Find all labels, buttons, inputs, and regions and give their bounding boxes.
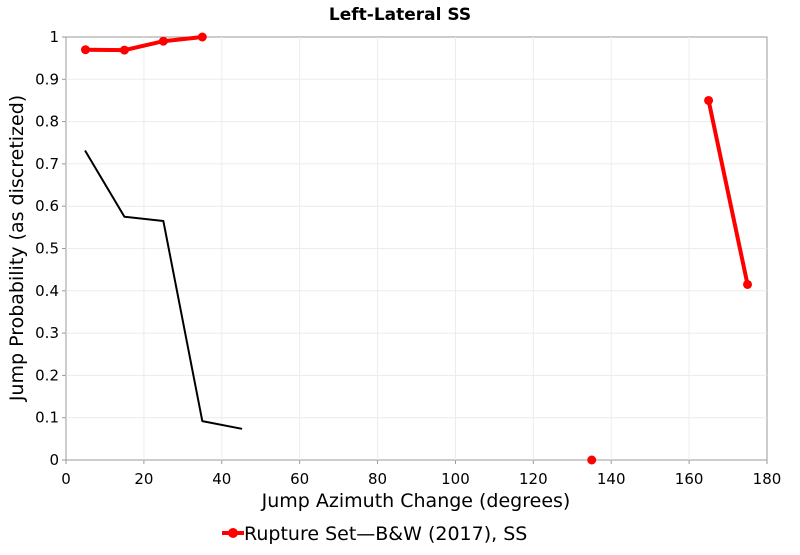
chart-title: Left-Lateral SS	[329, 5, 471, 25]
data-point	[119, 45, 129, 55]
x-tick-label: 0	[61, 470, 71, 488]
y-tick-label: 0.9	[35, 70, 59, 88]
legend-label: Rupture Set—B&W (2017), SS	[244, 523, 527, 545]
series-layer	[80, 32, 753, 465]
series-line	[84, 150, 243, 430]
y-tick-label: 0.2	[35, 366, 59, 384]
y-tick-label: 0.1	[35, 409, 59, 427]
data-point	[80, 45, 90, 55]
series-line	[83, 35, 205, 53]
y-tick-label: 0.5	[35, 240, 59, 258]
grid	[66, 37, 767, 460]
x-tick-label: 160	[675, 470, 704, 488]
data-point	[743, 279, 753, 289]
legend: Rupture Set—B&W (2017), SS	[222, 523, 527, 545]
y-tick-label: 1	[49, 28, 59, 46]
data-point	[158, 36, 168, 46]
axes: 0 20 40 60 80 100 120 140 160 180 0 0.1 0.2 0.3 0.4 0.5…	[35, 28, 781, 488]
x-tick-label: 40	[212, 470, 231, 488]
y-tick-label: 0.3	[35, 324, 59, 342]
y-tick-label: 0.6	[35, 197, 59, 215]
x-tick-label: 180	[753, 470, 782, 488]
x-tick-label: 20	[134, 470, 153, 488]
x-tick-label: 120	[519, 470, 548, 488]
y-axis-title: Jump Probability (as discretized)	[6, 95, 28, 402]
data-point	[587, 455, 597, 465]
series-0	[84, 150, 243, 430]
x-tick-label: 60	[290, 470, 309, 488]
series-line	[706, 98, 750, 287]
y-tick-label: 0.8	[35, 113, 59, 131]
data-point	[704, 95, 714, 105]
x-axis-title: Jump Azimuth Change (degrees)	[261, 490, 571, 512]
x-tick-label: 80	[368, 470, 387, 488]
x-tick-label: 100	[441, 470, 470, 488]
y-tick-label: 0	[49, 451, 59, 469]
legend-swatch-marker	[228, 528, 238, 538]
y-tick-label: 0.4	[35, 282, 59, 300]
data-point	[197, 32, 207, 42]
series-1	[80, 32, 753, 465]
x-tick-label: 140	[597, 470, 626, 488]
y-tick-label: 0.7	[35, 155, 59, 173]
